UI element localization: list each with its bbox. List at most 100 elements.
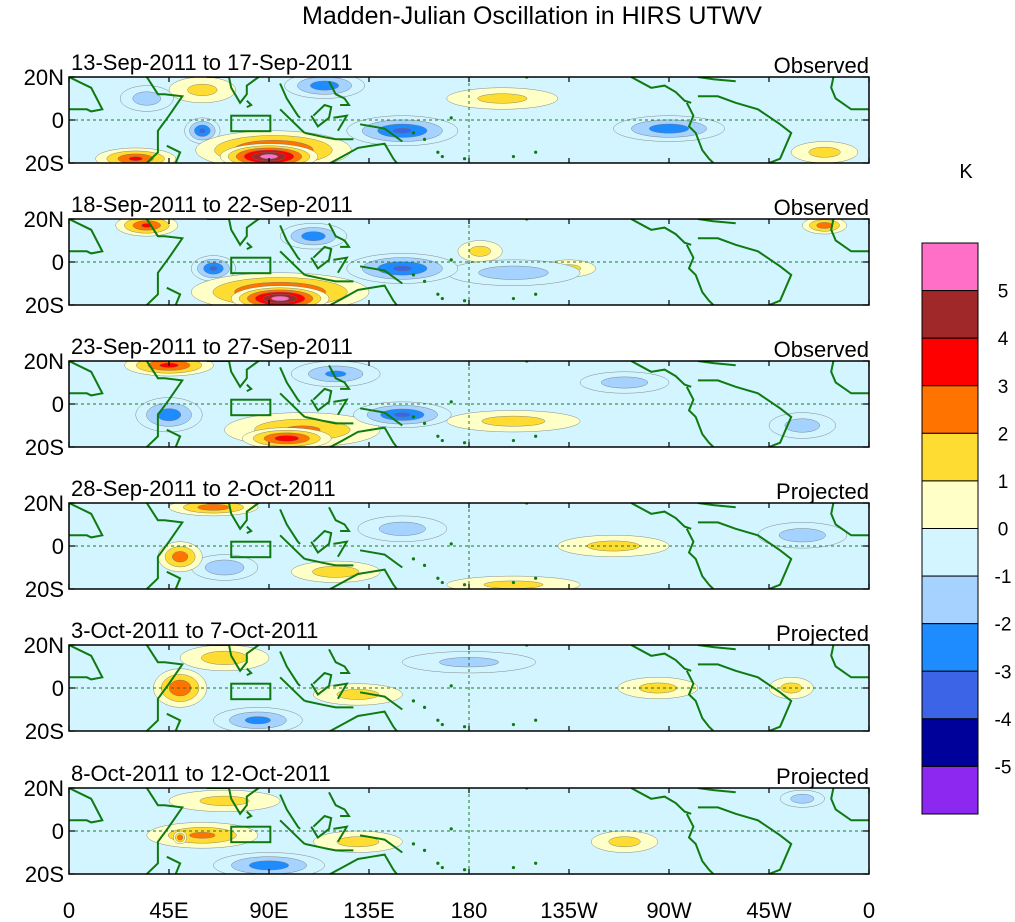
coastline-8 [310,529,333,554]
x-tick-label: 135E [343,898,394,922]
colorbar-swatch-1 [921,290,979,339]
panel-5: 20N 0 20S 3-Oct-2011 to 7-Oct-2011 Projected [24,618,870,744]
anomaly-contour-10-1 [187,83,218,96]
anomaly-contour-9-1 [808,146,841,158]
x-tick-label: 180 [451,898,488,922]
coastline-9 [333,256,349,274]
coastline-9 [333,825,349,843]
island-8 [534,150,538,154]
anomaly-contour-6-1 [790,794,815,804]
coastline-7 [304,699,354,709]
anomaly-contour-8-1 [469,245,491,257]
island-6 [511,154,516,159]
y-tick-label: 20N [24,776,64,801]
colorbar-tick-label: -1 [995,567,1012,588]
coastline-12 [328,426,399,447]
reference-box [230,398,272,417]
coastline-4 [246,525,253,535]
panel-period-label: 8-Oct-2011 to 12-Oct-2011 [71,761,331,786]
island-2 [436,576,440,580]
island-6 [511,580,516,585]
y-tick-label: 0 [52,819,64,844]
island-6 [511,865,516,870]
coastline-16 [697,806,793,874]
x-tick-label: 0 [863,898,875,922]
y-tick-label: 20S [25,293,64,318]
coastline-3 [206,788,261,816]
x-tick-label: 45E [149,898,188,922]
island-4 [462,868,467,872]
panel-status-label: Projected [776,621,869,646]
coastline-17 [830,788,869,822]
coastline-3 [206,361,261,389]
anomaly-contour-7-1 [132,91,161,106]
x-tick-label: 90E [249,898,288,922]
coastline-12 [328,142,399,163]
coastline-5 [279,224,301,261]
anomaly-contour-5-1 [199,795,250,806]
island-1 [422,848,427,852]
coastline-2 [166,428,182,447]
panel-period-label: 28-Sep-2011 to 2-Oct-2011 [71,476,336,501]
coastline-3 [206,219,261,247]
coastline-16 [697,237,793,305]
island-8 [534,718,538,722]
anomaly-contour-7-1 [778,528,826,543]
island-1 [422,563,427,567]
coastline-5 [279,651,301,687]
island-4 [462,299,467,303]
x-tick-label: 90W [646,898,691,922]
y-tick-label: 20N [24,491,64,516]
island-5 [449,684,453,688]
anomaly-contour-7-1 [601,376,649,389]
island-0 [411,415,416,419]
coastline-11 [359,407,403,427]
island-3 [440,296,444,301]
island-6 [511,296,516,301]
x-tick-label: 0 [63,898,75,922]
island-5 [449,827,453,831]
island-6 [511,722,516,727]
coastline-13 [630,361,692,388]
island-4 [462,157,467,161]
island-1 [422,705,427,709]
anomaly-field [69,77,869,163]
coastline-15 [685,244,715,305]
island-4 [462,725,467,729]
coastline-7 [304,557,354,567]
island-2 [436,434,440,438]
y-tick-label: 0 [52,392,64,417]
coastline-11 [359,549,403,569]
coastline-13 [630,219,692,246]
anomaly-contour-2-3 [128,156,143,161]
coastline-1 [145,645,185,731]
coastline-0 [69,77,104,113]
panel-status-label: Observed [774,195,869,220]
coastline-3 [206,503,261,531]
island-2 [436,150,440,154]
coastline-15 [685,528,715,589]
coastline-9 [333,398,349,416]
coastline-8 [310,245,333,270]
coastline-10 [328,648,351,674]
anomaly-contour-3-1 [336,836,380,848]
coastline-12 [328,853,399,874]
coastline-4 [246,241,253,250]
coastline-16 [697,521,793,589]
x-tick-label: 45W [746,898,791,922]
island-8 [534,861,538,865]
island-8 [534,434,538,438]
coastline-8 [310,387,333,412]
colorbar-swatch-0 [921,242,979,292]
anomaly-contour-0-3 [274,435,299,442]
colorbar: K 5 4 3 2 1 0 -1 -2 -3 -4 -5 [921,161,1012,815]
colorbar-swatch-3 [921,385,979,434]
coastline-13 [630,503,692,530]
colorbar-swatch-9 [921,670,979,720]
coastline-15 [685,813,715,874]
panel-4: 20N 0 20S 28-Sep-2011 to 2-Oct-2011 Projecte… [24,476,870,602]
island-8 [534,576,538,580]
coastline-10 [328,364,351,390]
coastline-11 [359,834,403,854]
